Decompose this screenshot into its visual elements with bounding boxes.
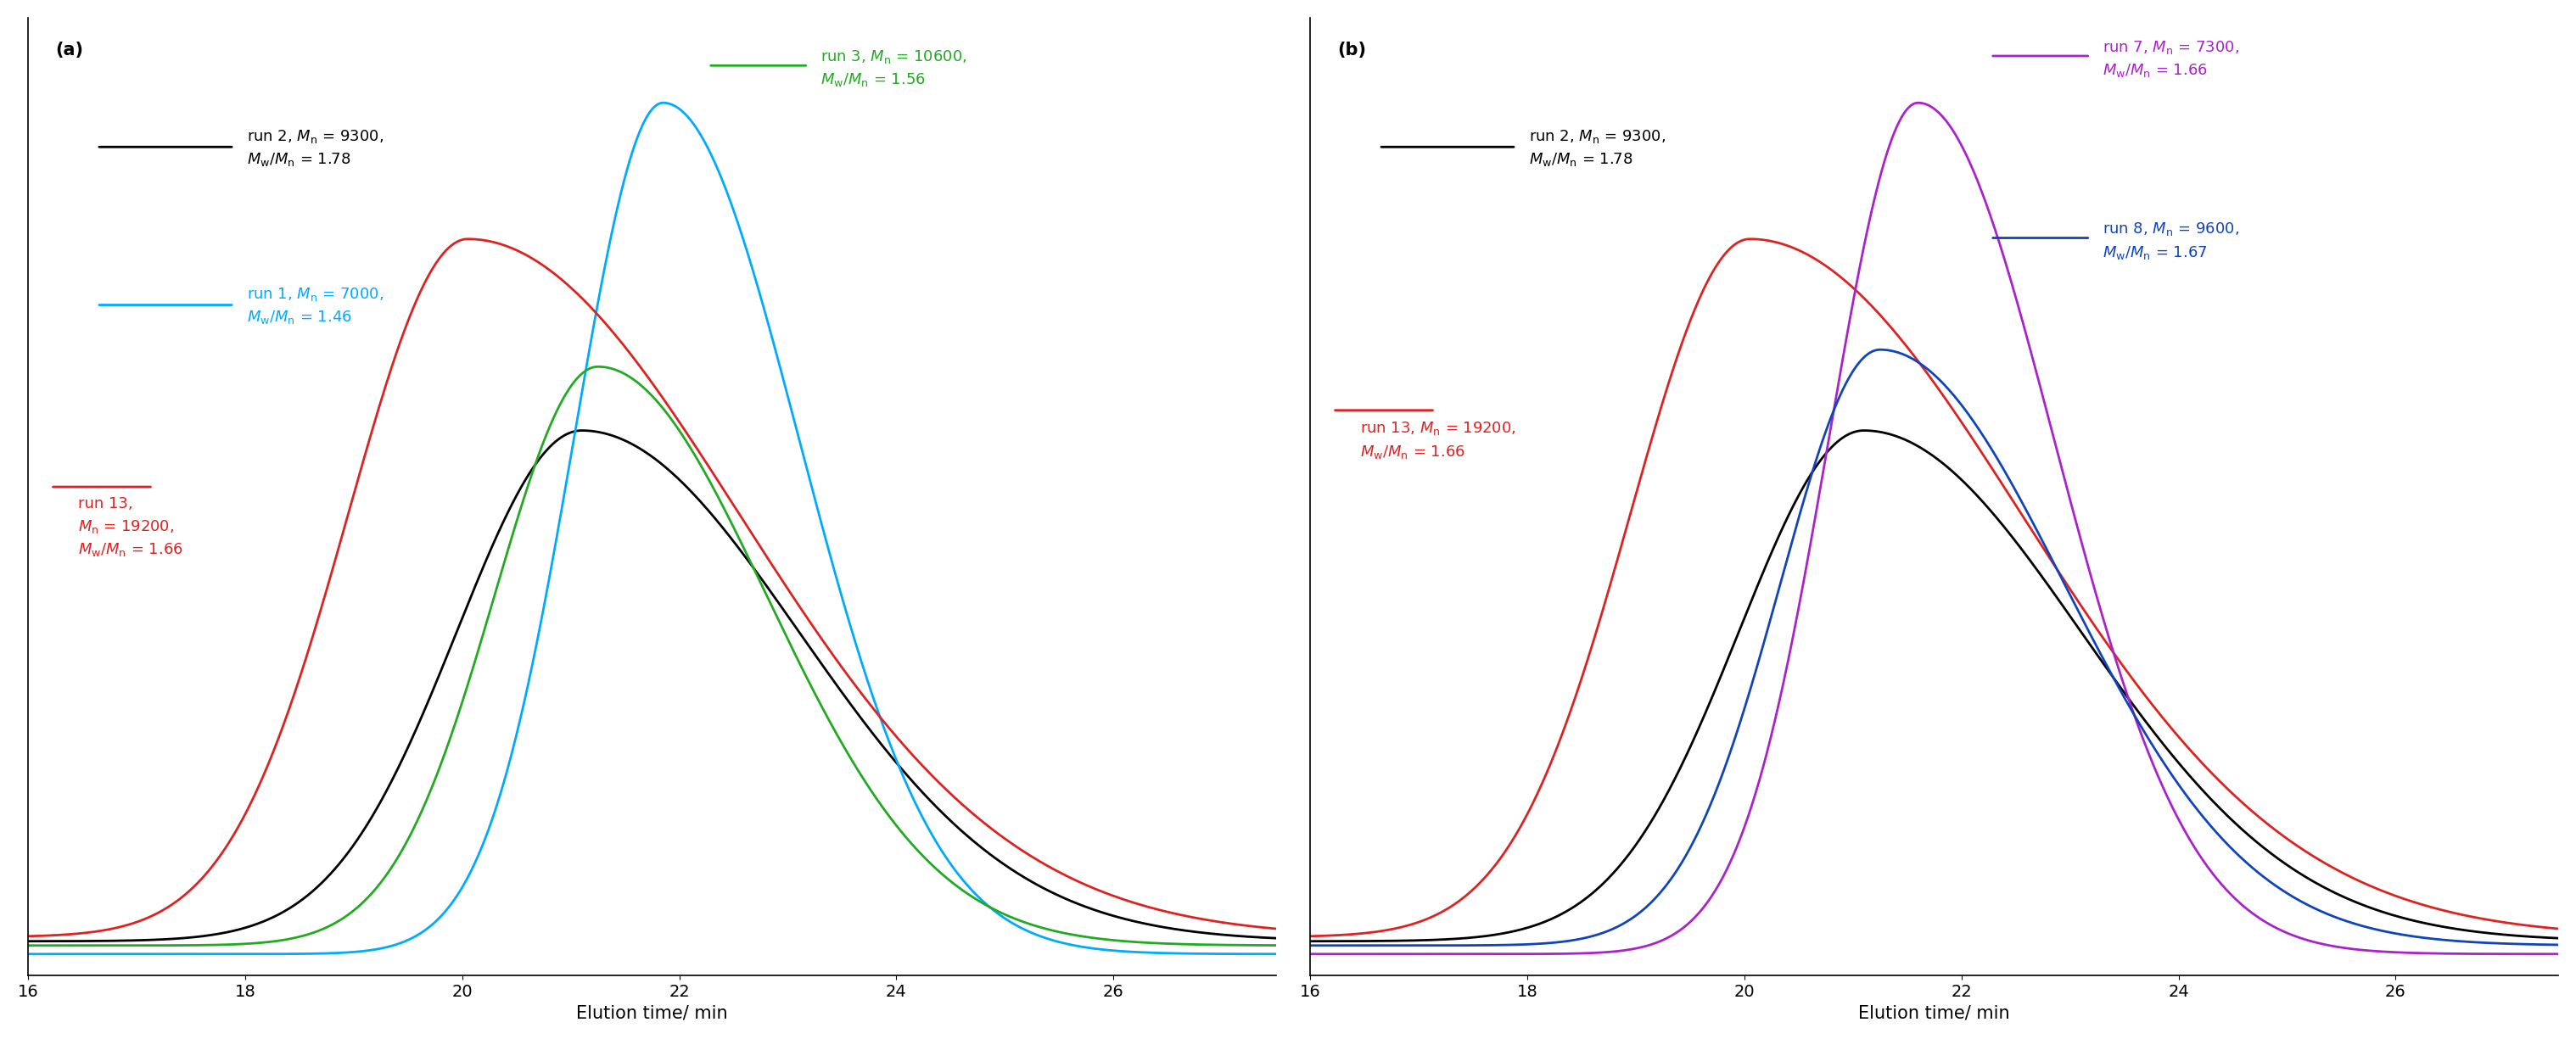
Text: run 7, $M_\mathrm{n}$ = 7300,
$M_\mathrm{w}$/$M_\mathrm{n}$ = 1.66: run 7, $M_\mathrm{n}$ = 7300, $M_\mathrm… — [2102, 38, 2239, 79]
Text: run 8, $M_\mathrm{n}$ = 9600,
$M_\mathrm{w}$/$M_\mathrm{n}$ = 1.67: run 8, $M_\mathrm{n}$ = 9600, $M_\mathrm… — [2102, 220, 2239, 261]
Text: run 13, $M_\mathrm{n}$ = 19200,
$M_\mathrm{w}$/$M_\mathrm{n}$ = 1.66: run 13, $M_\mathrm{n}$ = 19200, $M_\math… — [1360, 420, 1517, 460]
Text: (b): (b) — [1337, 42, 1368, 58]
Text: run 2, $M_\mathrm{n}$ = 9300,
$M_\mathrm{w}$/$M_\mathrm{n}$ = 1.78: run 2, $M_\mathrm{n}$ = 9300, $M_\mathrm… — [1528, 128, 1667, 168]
Text: run 2, $M_\mathrm{n}$ = 9300,
$M_\mathrm{w}$/$M_\mathrm{n}$ = 1.78: run 2, $M_\mathrm{n}$ = 9300, $M_\mathrm… — [247, 128, 384, 168]
X-axis label: Elution time/ min: Elution time/ min — [577, 1005, 729, 1021]
Text: run 1, $M_\mathrm{n}$ = 7000,
$M_\mathrm{w}$/$M_\mathrm{n}$ = 1.46: run 1, $M_\mathrm{n}$ = 7000, $M_\mathrm… — [247, 286, 384, 326]
Text: (a): (a) — [57, 42, 82, 58]
Text: run 3, $M_\mathrm{n}$ = 10600,
$M_\mathrm{w}$/$M_\mathrm{n}$ = 1.56: run 3, $M_\mathrm{n}$ = 10600, $M_\mathr… — [822, 49, 966, 88]
X-axis label: Elution time/ min: Elution time/ min — [1857, 1005, 2009, 1021]
Text: run 13,
$M_\mathrm{n}$ = 19200,
$M_\mathrm{w}$/$M_\mathrm{n}$ = 1.66: run 13, $M_\mathrm{n}$ = 19200, $M_\math… — [77, 497, 183, 558]
